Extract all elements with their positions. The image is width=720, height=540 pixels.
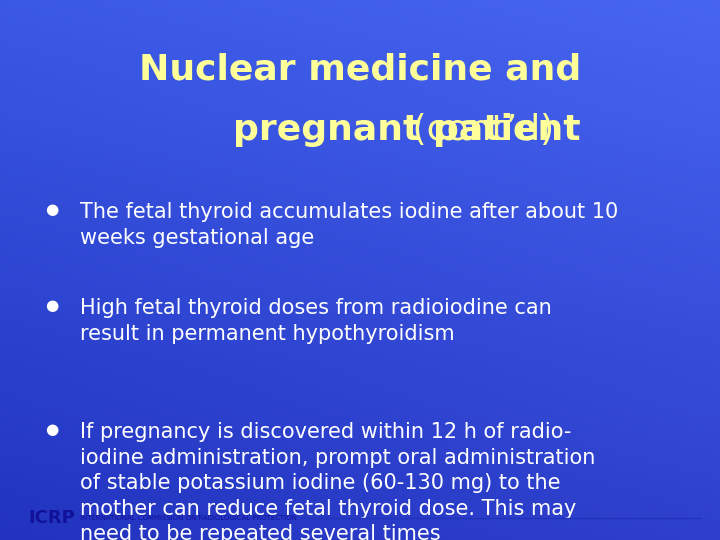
Text: If pregnancy is discovered within 12 h of radio-
iodine administration, prompt o: If pregnancy is discovered within 12 h o… bbox=[80, 422, 595, 540]
Text: High fetal thyroid doses from radioiodine can
result in permanent hypothyroidism: High fetal thyroid doses from radioiodin… bbox=[80, 298, 552, 343]
Text: The fetal thyroid accumulates iodine after about 10
weeks gestational age: The fetal thyroid accumulates iodine aft… bbox=[80, 202, 618, 248]
Text: ICRP: ICRP bbox=[28, 509, 75, 527]
Text: ●: ● bbox=[45, 298, 58, 313]
Text: INTERNATIONAL COMMISSION ON RADIOLOGICAL PROTECTION: INTERNATIONAL COMMISSION ON RADIOLOGICAL… bbox=[80, 515, 297, 521]
Text: Nuclear medicine and: Nuclear medicine and bbox=[139, 53, 581, 87]
Text: ●: ● bbox=[45, 202, 58, 217]
Text: (cont’d): (cont’d) bbox=[401, 113, 554, 147]
Text: pregnant patient: pregnant patient bbox=[233, 113, 581, 147]
Text: ●: ● bbox=[45, 422, 58, 437]
